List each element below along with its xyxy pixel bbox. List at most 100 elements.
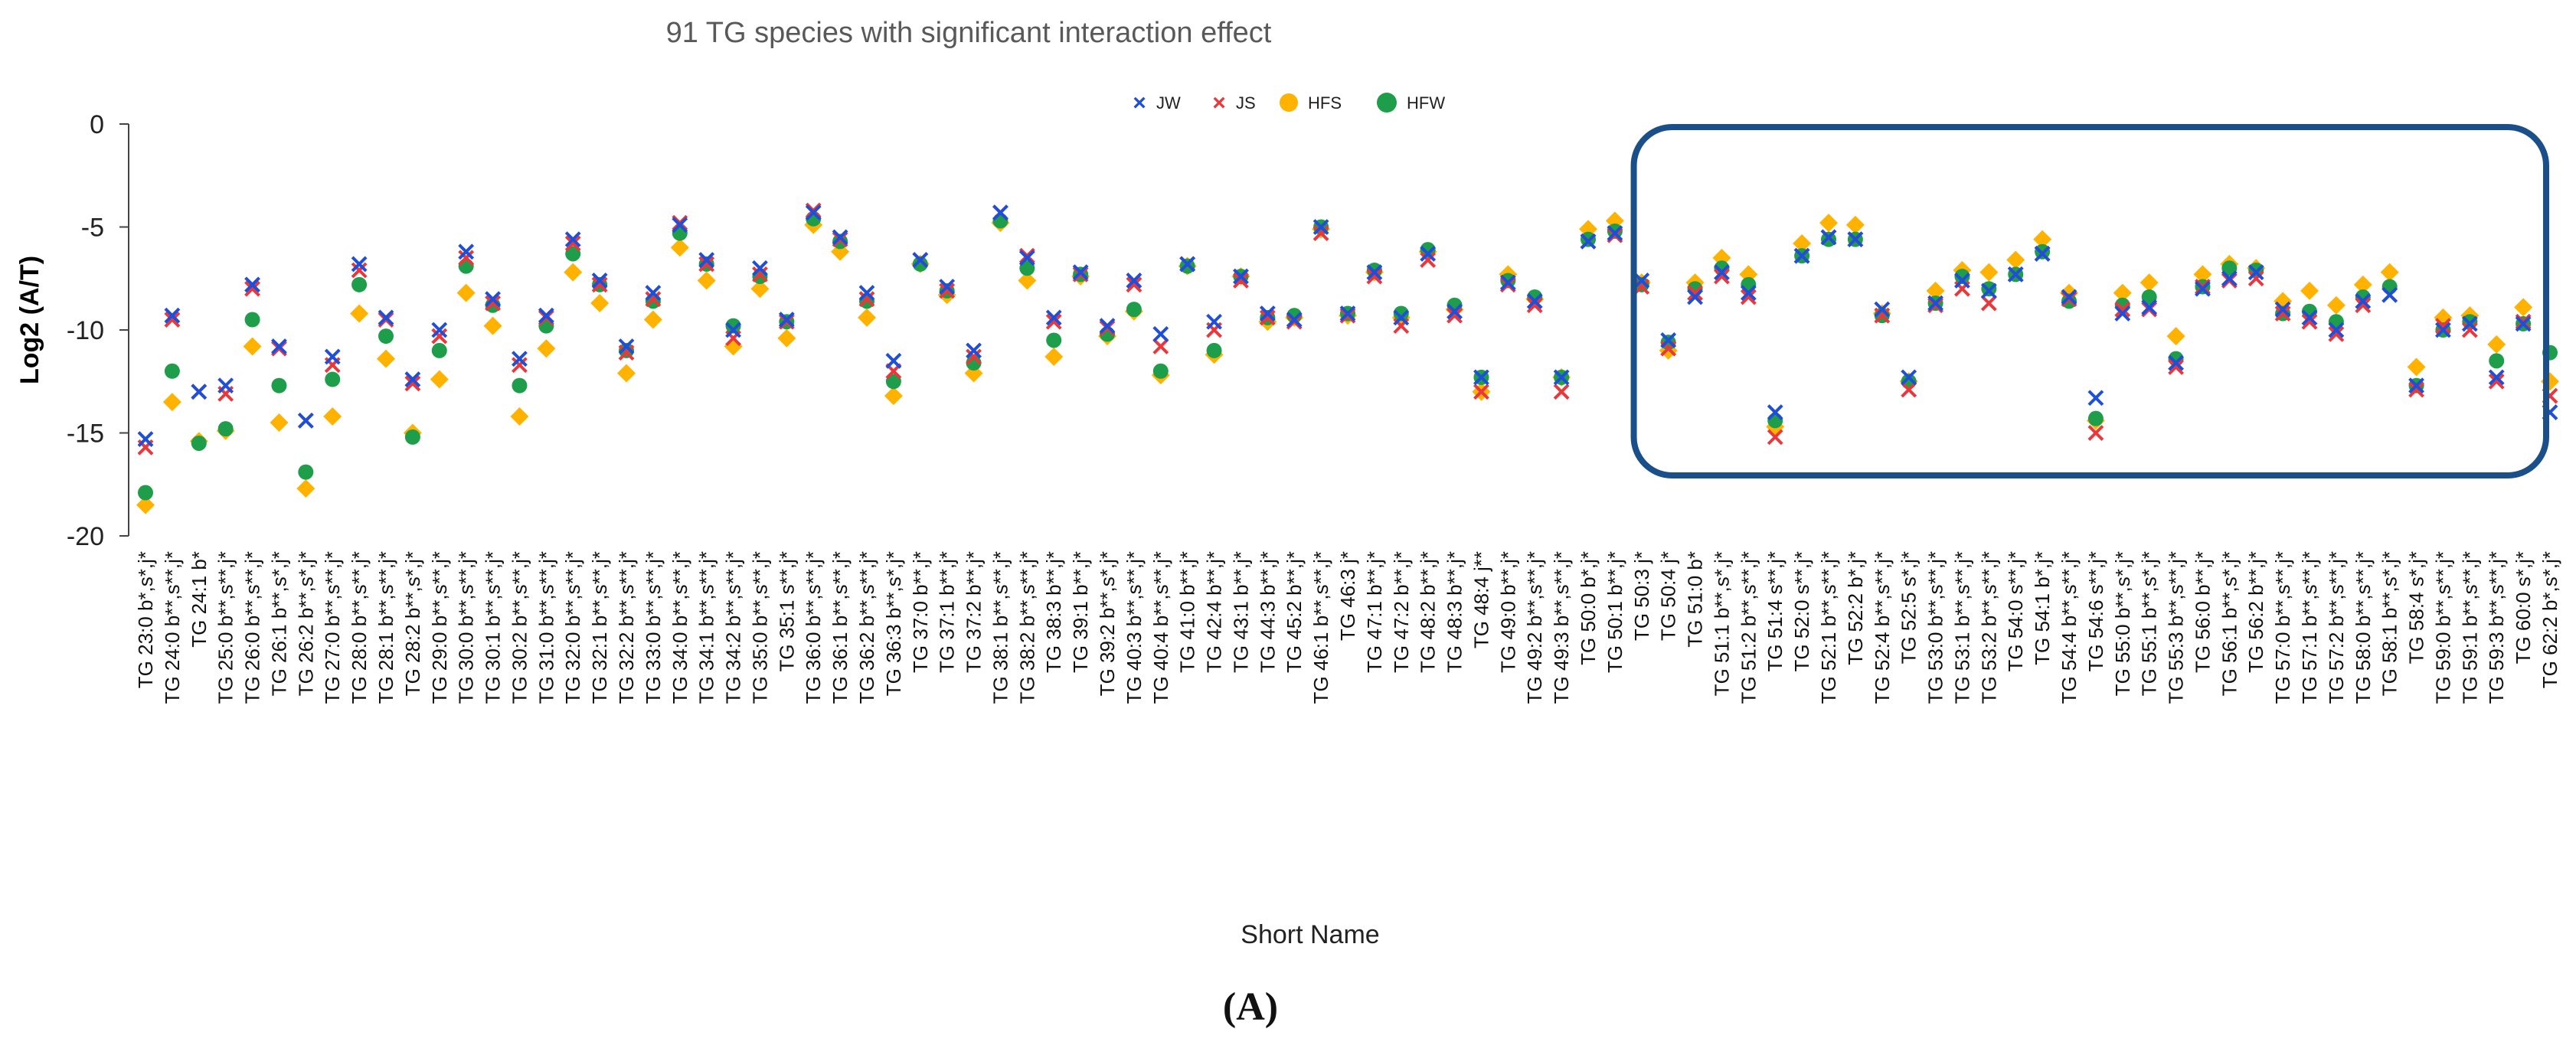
point-hfs: [2300, 281, 2319, 300]
point-jw: [1633, 273, 1650, 289]
point-hfw: [164, 363, 180, 379]
x-tick-label: TG 53:0 b**,s**,j*: [1924, 551, 1947, 704]
x-tick-label: TG 30:1 b**,s**,j*: [482, 551, 505, 704]
point-jw: [512, 351, 528, 367]
x-tick-label: TG 53:1 b**,s**,j*: [1950, 551, 1973, 704]
point-jw: [1980, 282, 1997, 299]
point-jw: [2274, 301, 2291, 318]
point-jw: [2301, 309, 2318, 326]
point-hfs: [2487, 335, 2506, 354]
point-hfs: [2033, 230, 2052, 249]
x-tick-label: TG 47:2 b**,j*: [1390, 551, 1413, 673]
x-tick-label: TG 55:0 b**,s*,j*: [2111, 551, 2134, 696]
point-hfs: [296, 479, 315, 498]
point-js: [939, 282, 956, 299]
x-tick-label: TG 56:2 b**,j*: [2244, 551, 2267, 673]
point-hfw: [431, 342, 447, 358]
x-tick-label: TG 39:2 b**,s*,j*: [1096, 551, 1119, 696]
point-hfs: [483, 316, 502, 335]
point-hfs: [243, 337, 262, 356]
point-js: [645, 291, 662, 308]
x-tick-label: TG 54:4 b**,s**,j*: [2058, 551, 2081, 704]
point-hfs: [510, 407, 529, 426]
x-tick-label: TG 23:0 b*,s*,j*: [134, 551, 157, 688]
x-tick-label: TG 35:1 s**,j*: [775, 551, 798, 672]
point-js: [351, 262, 368, 279]
point-hfs: [323, 407, 342, 426]
point-js: [1740, 289, 1757, 305]
point-jw: [725, 322, 741, 338]
x-tick-label: TG 40:4 b**,s**,j*: [1149, 551, 1172, 704]
x-tick-label: TG 54:6 s**,j*: [2084, 551, 2107, 672]
x-tick-label: TG 60:0 s*,j*: [2512, 551, 2535, 664]
point-jw: [1580, 233, 1597, 250]
point-hfw: [885, 374, 901, 390]
point-jw: [1660, 332, 1677, 348]
point-js: [591, 276, 608, 293]
point-hfw: [2221, 260, 2238, 276]
x-tick-label: TG 36:1 b**,s**,j*: [829, 551, 852, 704]
point-hfw: [351, 276, 368, 292]
x-tick-label: TG 45:2 b**,j*: [1283, 551, 1306, 673]
point-jw: [2461, 315, 2478, 332]
point-js: [1259, 309, 1276, 326]
point-jw: [191, 384, 208, 400]
point-jw: [458, 243, 475, 260]
x-tick-label: TG 33:0 b**,s**,j*: [642, 551, 665, 704]
x-tick-label: TG 37:0 b**,j*: [909, 551, 932, 673]
point-hfs: [2006, 250, 2025, 269]
point-hfs: [2514, 298, 2533, 317]
x-tick-label: TG 40:3 b**,s**,j*: [1123, 551, 1146, 704]
point-js: [698, 256, 715, 273]
x-tick-label: TG 34:2 b**,s**,j*: [722, 551, 745, 704]
y-tick-label: -10: [67, 316, 104, 345]
point-hfw: [912, 256, 928, 272]
highlight-box: [1630, 124, 2550, 478]
point-jw: [2061, 289, 2077, 305]
y-axis: 0 -5 -10 -15 -20: [67, 110, 129, 551]
point-js: [512, 357, 528, 374]
point-js: [2435, 318, 2451, 335]
point-jw: [2328, 322, 2345, 338]
point-js: [2274, 305, 2291, 322]
point-jw: [752, 260, 768, 276]
point-hfs: [590, 294, 610, 313]
x-tick-label: TG 57:1 b**,s**,j*: [2298, 551, 2321, 704]
x-tick-label: TG 58:4 s*,j*: [2405, 551, 2428, 664]
point-hfs: [1845, 215, 1865, 234]
point-js: [1633, 279, 1650, 295]
point-jw: [351, 256, 368, 273]
point-jw: [1954, 273, 1970, 289]
point-hfw: [1126, 302, 1142, 318]
x-tick-label: TG 36:3 b**,s*,j*: [882, 551, 905, 696]
point-jw: [1179, 256, 1196, 273]
point-jw: [2195, 280, 2211, 297]
point-js: [752, 266, 768, 282]
x-tick-label: TG 30:2 b**,s**,j*: [508, 551, 531, 704]
point-jw: [992, 204, 1008, 221]
x-tick-label: TG 48:4 j**: [1469, 551, 1492, 648]
point-jw: [618, 338, 635, 354]
x-tick-label: TG 56:0 b**,j*: [2191, 551, 2214, 673]
point-js: [2355, 297, 2372, 314]
point-hfw: [1420, 242, 1436, 258]
point-hfs: [777, 328, 796, 348]
point-hfs: [537, 339, 556, 358]
x-tick-label: TG 42:4 b**,j*: [1203, 551, 1226, 673]
x-tick-label: TG 31:0 b**,s**,j*: [534, 551, 557, 704]
x-tick-label: TG 37:2 b**,j*: [963, 551, 986, 673]
point-hfw: [1152, 363, 1169, 379]
point-hfw: [244, 312, 260, 328]
x-tick-label: TG 24:0 b**,s**,j*: [161, 551, 184, 704]
x-tick-label: TG 29:0 b**,s**,j*: [428, 551, 451, 704]
x-tick-label: TG 38:2 b**,s**,j*: [1015, 551, 1038, 704]
point-jw: [2381, 286, 2398, 303]
legend-marker-js: ×: [1212, 90, 1226, 116]
point-jw: [939, 279, 956, 295]
point-hfs: [2407, 358, 2426, 377]
point-hfs: [1018, 271, 1037, 290]
point-hfs: [2166, 327, 2185, 346]
point-jw: [538, 307, 554, 324]
x-tick-label: TG 38:3 b**,j*: [1042, 551, 1065, 673]
